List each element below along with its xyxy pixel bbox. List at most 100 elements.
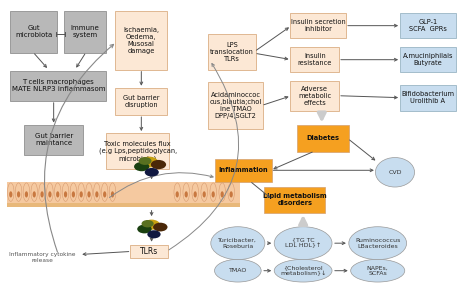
- Ellipse shape: [70, 183, 77, 201]
- FancyBboxPatch shape: [290, 13, 346, 38]
- Text: Diabetes: Diabetes: [306, 135, 339, 141]
- Ellipse shape: [25, 191, 28, 198]
- Ellipse shape: [229, 191, 233, 198]
- Ellipse shape: [56, 191, 59, 198]
- Ellipse shape: [375, 158, 415, 187]
- Ellipse shape: [153, 223, 167, 231]
- FancyBboxPatch shape: [216, 159, 272, 182]
- Text: LPS
translocation
TLRs: LPS translocation TLRs: [210, 42, 254, 62]
- Ellipse shape: [193, 191, 197, 198]
- Ellipse shape: [64, 191, 67, 198]
- Ellipse shape: [78, 183, 84, 201]
- FancyBboxPatch shape: [400, 47, 456, 72]
- Ellipse shape: [183, 183, 190, 201]
- FancyBboxPatch shape: [10, 71, 106, 101]
- Text: Inflammatory cytokine
release: Inflammatory cytokine release: [9, 252, 75, 263]
- Ellipse shape: [17, 191, 20, 198]
- Text: Toxic molecules flux
(e.g Lps,peptidoglycan,
microbiota): Toxic molecules flux (e.g Lps,peptidogly…: [99, 141, 177, 162]
- Text: TMAO: TMAO: [228, 268, 247, 273]
- Text: T cells macrophages
MATE NLRP3 inflammasom: T cells macrophages MATE NLRP3 inflammas…: [11, 79, 105, 92]
- Ellipse shape: [33, 191, 36, 198]
- FancyBboxPatch shape: [115, 88, 167, 115]
- Ellipse shape: [140, 157, 158, 167]
- Ellipse shape: [31, 183, 37, 201]
- Ellipse shape: [210, 183, 217, 201]
- Ellipse shape: [184, 191, 188, 198]
- Text: Gut
microbiota: Gut microbiota: [15, 25, 53, 38]
- Text: Turicibacter,
Roseburia: Turicibacter, Roseburia: [219, 238, 257, 249]
- FancyBboxPatch shape: [10, 11, 57, 53]
- Ellipse shape: [109, 183, 116, 201]
- Ellipse shape: [151, 160, 166, 169]
- Ellipse shape: [101, 183, 108, 201]
- Text: A.muciniphilais
Butyrate: A.muciniphilais Butyrate: [402, 53, 453, 66]
- Ellipse shape: [72, 191, 75, 198]
- Ellipse shape: [40, 191, 44, 198]
- FancyBboxPatch shape: [209, 34, 255, 70]
- Ellipse shape: [274, 227, 332, 260]
- FancyBboxPatch shape: [400, 13, 456, 38]
- Text: {TG TC
LDL HDL}↑: {TG TC LDL HDL}↑: [285, 238, 321, 249]
- Ellipse shape: [192, 183, 199, 201]
- Ellipse shape: [142, 220, 154, 227]
- Ellipse shape: [220, 191, 224, 198]
- Bar: [7, 203, 240, 207]
- Ellipse shape: [8, 183, 14, 201]
- FancyBboxPatch shape: [400, 85, 456, 111]
- Ellipse shape: [46, 183, 53, 201]
- Ellipse shape: [15, 183, 22, 201]
- Ellipse shape: [202, 191, 206, 198]
- Text: Inflammation: Inflammation: [219, 167, 268, 173]
- FancyBboxPatch shape: [64, 11, 106, 53]
- Ellipse shape: [215, 259, 261, 282]
- Ellipse shape: [95, 191, 99, 198]
- Ellipse shape: [80, 191, 83, 198]
- Ellipse shape: [201, 183, 208, 201]
- Ellipse shape: [93, 183, 100, 201]
- Text: Immune
system: Immune system: [71, 25, 100, 38]
- Ellipse shape: [274, 259, 332, 282]
- FancyBboxPatch shape: [264, 187, 326, 213]
- Ellipse shape: [39, 183, 46, 201]
- Text: Ischaemia,
Oedema,
Musosal
damage: Ischaemia, Oedema, Musosal damage: [123, 27, 159, 54]
- Ellipse shape: [55, 183, 61, 201]
- Text: NAPEs,
SCFAs: NAPEs, SCFAs: [367, 265, 389, 276]
- Ellipse shape: [145, 168, 159, 176]
- Ellipse shape: [134, 162, 149, 171]
- FancyBboxPatch shape: [106, 133, 169, 169]
- Ellipse shape: [175, 191, 179, 198]
- Text: Acidaminoccoc
cus,blautia;chol
ine TMAO
DPP/4,SGLT2: Acidaminoccoc cus,blautia;chol ine TMAO …: [210, 92, 262, 119]
- Bar: [7, 182, 240, 203]
- Text: Bifidobacterium
Urolithib A: Bifidobacterium Urolithib A: [401, 91, 455, 104]
- Text: Lipid metabolism
disorders: Lipid metabolism disorders: [263, 194, 327, 206]
- Text: TLRs: TLRs: [140, 247, 158, 256]
- Text: Gut barrier
disruption: Gut barrier disruption: [123, 95, 159, 108]
- Text: Insulin secretion
inhibitor: Insulin secretion inhibitor: [291, 19, 346, 32]
- FancyBboxPatch shape: [115, 11, 167, 70]
- Text: CVD: CVD: [388, 170, 402, 175]
- Ellipse shape: [62, 183, 69, 201]
- Ellipse shape: [211, 227, 265, 260]
- FancyBboxPatch shape: [130, 245, 168, 258]
- Ellipse shape: [86, 183, 92, 201]
- Ellipse shape: [137, 225, 152, 233]
- Ellipse shape: [48, 191, 52, 198]
- Ellipse shape: [147, 230, 161, 238]
- Text: GLP-1
SCFA  GPRs: GLP-1 SCFA GPRs: [409, 19, 447, 32]
- FancyBboxPatch shape: [24, 125, 83, 155]
- Ellipse shape: [349, 227, 407, 260]
- Ellipse shape: [87, 191, 91, 198]
- Ellipse shape: [143, 220, 160, 230]
- Ellipse shape: [103, 191, 106, 198]
- Text: Adverse
metabolic
effects: Adverse metabolic effects: [298, 86, 331, 106]
- Text: {Cholesterol
metabolism}↓: {Cholesterol metabolism}↓: [280, 265, 326, 276]
- Ellipse shape: [219, 183, 226, 201]
- FancyBboxPatch shape: [209, 82, 263, 129]
- FancyBboxPatch shape: [290, 47, 339, 72]
- Text: Ruminococcus
LBacteroides: Ruminococcus LBacteroides: [355, 238, 401, 249]
- Ellipse shape: [351, 259, 405, 282]
- Ellipse shape: [228, 183, 235, 201]
- Ellipse shape: [211, 191, 215, 198]
- Ellipse shape: [111, 191, 114, 198]
- Text: Insulin
resistance: Insulin resistance: [298, 53, 332, 66]
